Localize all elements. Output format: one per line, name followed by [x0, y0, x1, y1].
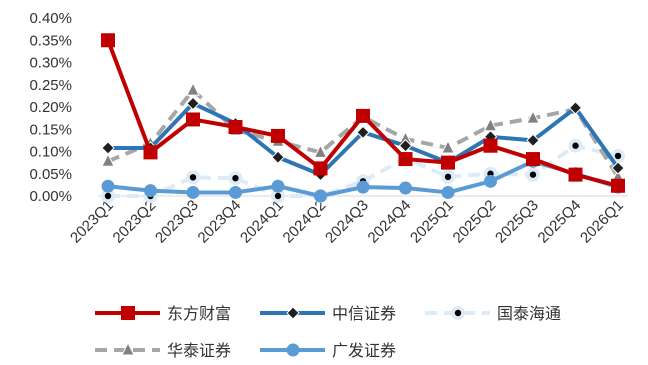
data-point	[101, 179, 115, 193]
data-point	[271, 179, 285, 193]
data-point	[568, 167, 583, 182]
series-layer	[101, 33, 625, 203]
data-point	[526, 167, 540, 182]
data-point	[398, 139, 413, 153]
y-tick-label: 0.10%	[29, 144, 72, 161]
data-point	[229, 185, 242, 199]
data-point	[568, 138, 583, 153]
data-point	[228, 120, 243, 135]
x-tick-label: 2026Q1	[577, 197, 627, 247]
x-axis: 2023Q12023Q22023Q32023Q42024Q12024Q22024…	[67, 195, 628, 247]
y-tick-label: 0.35%	[29, 32, 72, 49]
data-point	[441, 169, 455, 184]
data-point	[483, 138, 498, 153]
x-tick-label: 2024Q4	[365, 197, 415, 247]
x-tick-label: 2024Q2	[280, 197, 330, 247]
y-tick-label: 0.25%	[29, 77, 72, 94]
legend-label: 东方财富	[167, 304, 231, 323]
data-point	[186, 185, 200, 199]
legend-label: 国泰海通	[497, 304, 561, 323]
data-point	[186, 170, 200, 185]
legend-label: 中信证券	[332, 304, 396, 323]
x-tick-label: 2025Q2	[450, 197, 500, 247]
data-point	[441, 185, 455, 199]
data-point	[101, 189, 115, 203]
data-point	[356, 180, 370, 194]
legend-item: 中信证券	[260, 304, 396, 323]
data-point	[398, 152, 413, 167]
data-point	[186, 81, 200, 96]
data-point	[356, 125, 370, 140]
data-point	[101, 153, 115, 167]
data-point	[441, 155, 455, 170]
data-point	[568, 101, 583, 115]
x-tick-label: 2025Q1	[407, 197, 457, 247]
x-tick-label: 2023Q2	[110, 197, 160, 247]
legend-label: 广发证券	[332, 341, 396, 360]
data-point	[228, 171, 243, 186]
data-point	[484, 174, 497, 188]
data-point	[101, 33, 115, 48]
data-point	[121, 341, 135, 356]
legend-item: 国泰海通	[425, 304, 561, 323]
x-tick-label: 2023Q1	[67, 197, 117, 247]
y-tick-label: 0.05%	[29, 166, 72, 183]
y-tick-label: 0.00%	[29, 188, 72, 205]
x-tick-label: 2025Q4	[535, 197, 585, 247]
legend-item: 广发证券	[260, 341, 396, 360]
series-1	[101, 33, 625, 193]
x-tick-label: 2023Q4	[195, 197, 245, 247]
x-tick-label: 2024Q1	[237, 197, 287, 247]
data-point	[441, 139, 455, 154]
data-point	[313, 144, 328, 158]
y-tick-label: 0.30%	[29, 55, 72, 72]
data-point	[399, 181, 412, 195]
data-point	[526, 110, 540, 124]
data-point	[451, 306, 465, 320]
data-point	[186, 112, 200, 127]
y-tick-label: 0.15%	[29, 121, 72, 138]
x-tick-label: 2024Q3	[322, 197, 372, 247]
data-point	[314, 189, 327, 203]
data-point	[286, 343, 300, 357]
legend-item: 东方财富	[95, 304, 231, 323]
data-point	[144, 184, 157, 198]
data-point	[121, 306, 135, 320]
data-point	[611, 148, 625, 163]
data-point	[356, 108, 370, 123]
x-tick-label: 2023Q3	[152, 197, 202, 247]
data-point	[101, 141, 115, 155]
data-point	[611, 178, 625, 193]
data-point	[611, 161, 625, 175]
x-tick-label: 2025Q3	[492, 197, 542, 247]
y-tick-label: 0.40%	[29, 10, 72, 27]
data-point	[143, 145, 158, 160]
legend-label: 华泰证券	[167, 341, 231, 360]
data-point	[313, 161, 328, 176]
data-point	[186, 96, 200, 111]
data-point	[271, 128, 285, 143]
data-point	[271, 150, 285, 164]
y-tick-label: 0.20%	[29, 99, 72, 116]
data-point	[526, 133, 540, 148]
data-point	[286, 306, 300, 320]
data-point	[271, 189, 285, 203]
data-point	[526, 152, 540, 167]
y-axis: 0.00% 0.05% 0.10% 0.15% 0.20% 0.25% 0.30% 0.35%…	[29, 10, 72, 205]
legend-item: 华泰证券	[95, 341, 231, 360]
